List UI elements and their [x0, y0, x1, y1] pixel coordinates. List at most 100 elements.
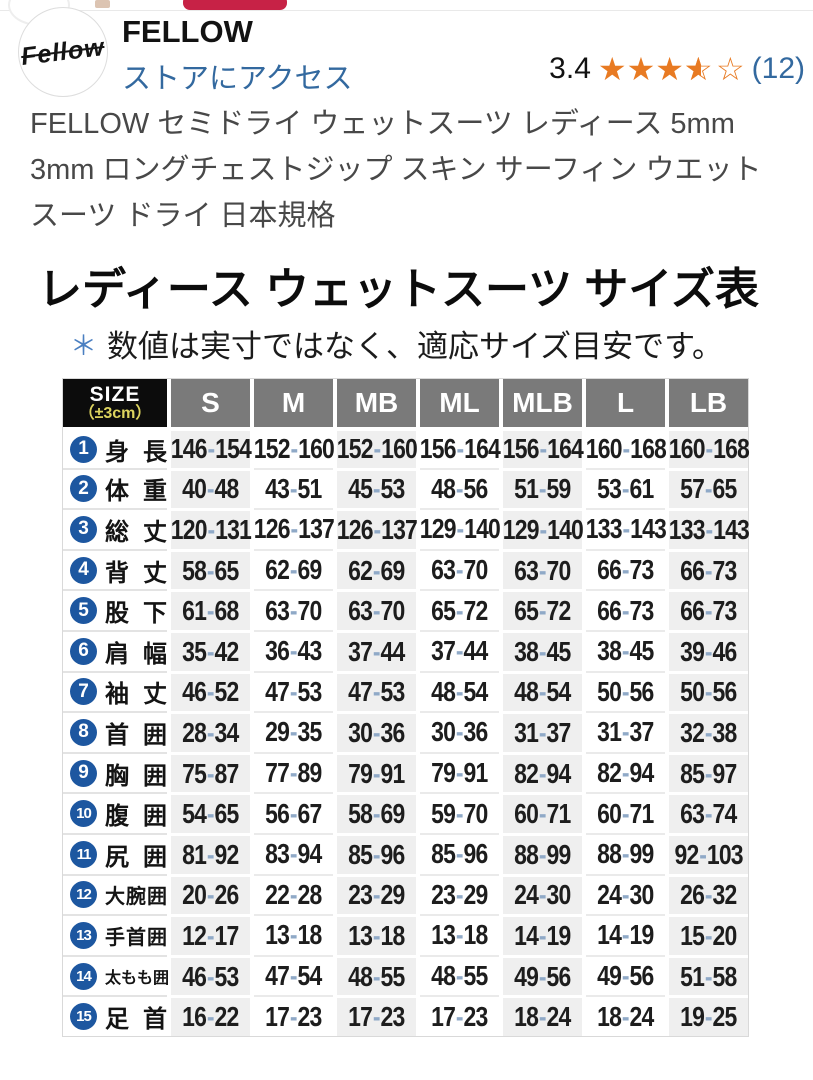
size-value: 65-72 [420, 589, 499, 630]
size-range: 30-36 [348, 716, 405, 748]
size-range: 40-48 [182, 473, 239, 505]
size-value: 88-99 [586, 832, 665, 874]
rating-count-link[interactable]: (12) [751, 52, 805, 85]
size-range: 51-58 [680, 960, 737, 992]
size-value: 18-24 [503, 995, 582, 1036]
size-range: 48-55 [431, 960, 488, 992]
size-range: 152-160 [336, 433, 417, 465]
size-range: 88-99 [597, 838, 654, 870]
size-range: 22-28 [265, 878, 322, 910]
size-range: 85-96 [431, 838, 488, 870]
brand-logo-text: Fellow [19, 32, 107, 71]
size-range: 37-44 [431, 635, 488, 667]
star-full-icon: ★ [597, 51, 627, 87]
size-value: 48-54 [503, 670, 582, 712]
size-range: 133-143 [668, 513, 749, 545]
size-value: 60-71 [503, 792, 582, 833]
row-label-text: 太もも囲 [105, 970, 170, 988]
size-value: 92-103 [669, 832, 748, 874]
star-rating[interactable]: ★ ★ ★ ☆ ★ ☆ [598, 53, 745, 85]
row-label-text: 袖丈 [105, 681, 167, 709]
size-range: 133-143 [585, 513, 666, 545]
brand-logo[interactable]: Fellow [18, 7, 108, 97]
row-label: 3 総丈 [63, 508, 167, 549]
size-range: 24-30 [514, 879, 571, 911]
size-range: 37-44 [348, 635, 405, 667]
top-tab-indicator[interactable] [183, 0, 287, 10]
size-value: 156-164 [502, 427, 583, 468]
store-access-link[interactable]: ストアにアクセス [122, 63, 353, 95]
size-value: 133-143 [668, 508, 749, 549]
size-value: 120-131 [170, 508, 251, 549]
row-number-badge: 12 [70, 881, 97, 909]
row-label-text: 胸囲 [105, 762, 167, 790]
row-number-badge: 10 [70, 800, 97, 828]
size-value: 85-96 [420, 832, 499, 874]
size-range: 47-53 [265, 675, 322, 707]
rating-block: 3.4 ★ ★ ★ ☆ ★ ☆ (12) [549, 53, 805, 85]
size-value: 30-36 [337, 711, 416, 752]
size-value: 47-54 [254, 954, 333, 996]
row-label: 9 胸囲 [63, 751, 167, 793]
size-range: 13-18 [265, 919, 322, 951]
column-header-mlb: MLB [503, 379, 582, 427]
size-value: 22-28 [254, 873, 333, 915]
size-range: 65-72 [514, 595, 571, 627]
size-range: 19-25 [680, 1001, 737, 1033]
size-range: 61-68 [182, 595, 239, 627]
size-value: 66-73 [669, 548, 748, 590]
column-header-l: L [586, 379, 665, 427]
star-half-icon: ☆ ★ [684, 53, 716, 85]
size-range: 129-140 [419, 513, 500, 545]
size-range: 48-54 [514, 676, 571, 708]
row-number-badge: 11 [70, 840, 97, 868]
row-label: 6 肩幅 [63, 629, 167, 671]
size-value: 38-45 [503, 629, 582, 671]
size-range: 14-19 [514, 919, 571, 951]
row-label-text: 総丈 [105, 518, 167, 546]
size-range: 18-24 [514, 1001, 571, 1033]
column-header-s: S [171, 379, 250, 427]
size-range: 51-59 [514, 473, 571, 505]
row-label-text: 体重 [105, 478, 167, 506]
size-range: 152-160 [253, 433, 334, 465]
size-value: 29-35 [254, 711, 333, 752]
size-value: 37-44 [420, 629, 499, 671]
row-label-text: 手首囲 [105, 926, 167, 949]
size-value: 83-94 [254, 832, 333, 874]
size-value: 17-23 [337, 995, 416, 1036]
row-label: 5 股下 [63, 589, 167, 630]
size-value: 18-24 [586, 995, 665, 1036]
size-header-label: SIZE [89, 382, 141, 406]
size-range: 49-56 [597, 960, 654, 992]
size-chart-note: ＊ 数値は実寸ではなく、適応サイズ目安です。 [70, 321, 723, 366]
size-value: 126-137 [253, 508, 334, 549]
size-value: 32-38 [669, 711, 748, 752]
size-value: 49-56 [503, 954, 582, 996]
size-range: 45-53 [348, 473, 405, 505]
size-range: 32-38 [680, 716, 737, 748]
size-range: 58-65 [182, 554, 239, 586]
size-range: 88-99 [514, 838, 571, 870]
size-value: 13-18 [254, 914, 333, 955]
size-value: 61-68 [171, 589, 250, 630]
size-range: 31-37 [597, 716, 654, 748]
size-range: 47-54 [265, 960, 322, 992]
size-value: 58-65 [171, 548, 250, 590]
size-range: 49-56 [514, 960, 571, 992]
size-range: 81-92 [182, 838, 239, 870]
size-table: SIZE （±3cm） S M MB ML MLB L LB 1 身長 146-154 152-16… [62, 378, 749, 1037]
size-value: 129-140 [502, 508, 583, 549]
size-range: 83-94 [265, 838, 322, 870]
size-range: 63-70 [514, 554, 571, 586]
size-range: 56-67 [265, 797, 322, 829]
size-value: 75-87 [171, 751, 250, 793]
size-value: 54-65 [171, 792, 250, 833]
row-label-text: 肩幅 [105, 640, 167, 668]
size-value: 53-61 [586, 467, 665, 509]
size-range: 46-52 [182, 676, 239, 708]
size-value: 152-160 [253, 427, 334, 468]
size-range: 62-69 [348, 554, 405, 586]
size-value: 63-74 [669, 792, 748, 833]
size-value: 28-34 [171, 711, 250, 752]
